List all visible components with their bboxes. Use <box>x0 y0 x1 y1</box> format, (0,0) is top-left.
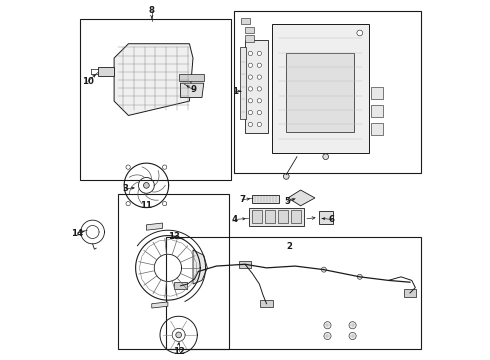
Text: 1: 1 <box>232 86 238 95</box>
Bar <box>318 211 333 224</box>
Circle shape <box>257 87 262 91</box>
Circle shape <box>248 75 252 79</box>
Bar <box>272 24 368 153</box>
Circle shape <box>324 321 331 329</box>
Circle shape <box>257 51 262 55</box>
Circle shape <box>357 274 362 279</box>
Circle shape <box>248 51 252 55</box>
Text: 3: 3 <box>123 184 129 193</box>
Bar <box>174 282 187 289</box>
Circle shape <box>248 63 252 67</box>
Bar <box>278 211 288 224</box>
Circle shape <box>176 332 181 338</box>
Bar <box>245 27 254 33</box>
Circle shape <box>248 87 252 91</box>
Circle shape <box>126 165 130 169</box>
Text: 7: 7 <box>239 195 245 204</box>
Polygon shape <box>193 250 207 284</box>
Bar <box>80 19 231 180</box>
Bar <box>403 289 416 297</box>
Circle shape <box>248 111 252 115</box>
Bar <box>248 208 304 226</box>
Bar <box>370 87 383 99</box>
Bar <box>239 261 251 268</box>
Bar <box>252 211 262 224</box>
Text: 9: 9 <box>190 85 196 94</box>
Circle shape <box>321 267 326 272</box>
Bar <box>242 18 250 24</box>
Circle shape <box>349 321 356 329</box>
Bar <box>291 211 301 224</box>
Text: 8: 8 <box>149 6 155 15</box>
Circle shape <box>257 63 262 67</box>
Circle shape <box>144 183 149 188</box>
Polygon shape <box>152 302 168 308</box>
Text: 11: 11 <box>140 201 152 210</box>
Circle shape <box>126 202 130 206</box>
Circle shape <box>257 99 262 103</box>
Bar <box>245 40 269 134</box>
Circle shape <box>248 122 252 127</box>
Circle shape <box>324 332 331 339</box>
Text: 10: 10 <box>82 77 94 86</box>
Circle shape <box>257 111 262 115</box>
Bar <box>286 53 354 132</box>
Text: 12: 12 <box>172 347 185 356</box>
Polygon shape <box>180 83 204 98</box>
Text: 6: 6 <box>329 215 335 224</box>
Circle shape <box>283 174 289 179</box>
Circle shape <box>323 154 329 159</box>
Bar <box>166 237 421 348</box>
Polygon shape <box>179 74 204 81</box>
Polygon shape <box>288 190 315 206</box>
Circle shape <box>257 75 262 79</box>
Text: 13: 13 <box>168 232 180 241</box>
Polygon shape <box>114 44 193 116</box>
Bar <box>240 47 246 119</box>
Bar <box>234 12 421 173</box>
Text: 14: 14 <box>71 229 83 238</box>
Circle shape <box>248 99 252 103</box>
Bar <box>118 194 229 348</box>
Circle shape <box>163 165 167 169</box>
Circle shape <box>163 202 167 206</box>
Bar <box>370 105 383 117</box>
Text: 4: 4 <box>232 215 238 224</box>
Bar <box>370 123 383 135</box>
Circle shape <box>349 332 356 339</box>
Bar <box>260 300 273 307</box>
Circle shape <box>357 30 363 36</box>
Bar <box>265 211 275 224</box>
Text: 5: 5 <box>284 197 290 206</box>
Text: 2: 2 <box>287 242 293 251</box>
Polygon shape <box>147 223 163 230</box>
Polygon shape <box>98 67 114 76</box>
Bar <box>252 195 279 203</box>
Bar <box>245 35 254 41</box>
Circle shape <box>257 122 262 127</box>
